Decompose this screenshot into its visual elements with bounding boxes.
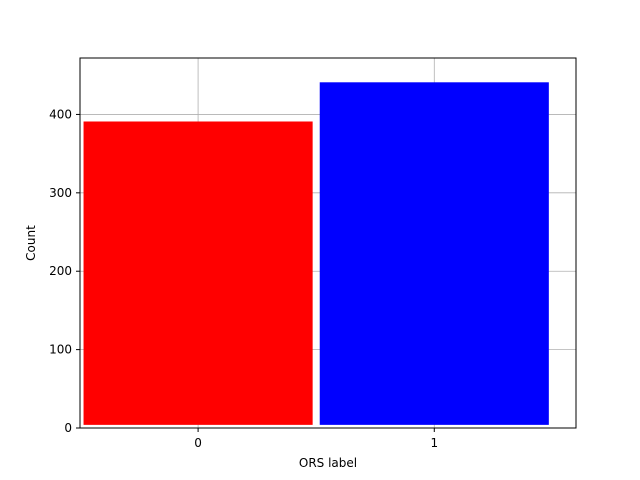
x-tick-label: 0 <box>194 436 202 450</box>
y-axis-label: Count <box>24 225 38 261</box>
bars <box>83 82 549 425</box>
y-tick-label: 300 <box>49 186 72 200</box>
y-tick-label: 400 <box>49 107 72 121</box>
bar-1 <box>319 82 549 425</box>
x-axis-label: ORS label <box>299 456 357 470</box>
y-tick-label: 0 <box>64 421 72 435</box>
y-axis-ticks: 0 100 200 300 400 <box>49 107 80 435</box>
x-tick-label: 1 <box>430 436 438 450</box>
plot-frame <box>79 57 577 429</box>
y-tick-label: 200 <box>49 264 72 278</box>
y-tick-label: 100 <box>49 343 72 357</box>
bar-0 <box>83 121 313 425</box>
